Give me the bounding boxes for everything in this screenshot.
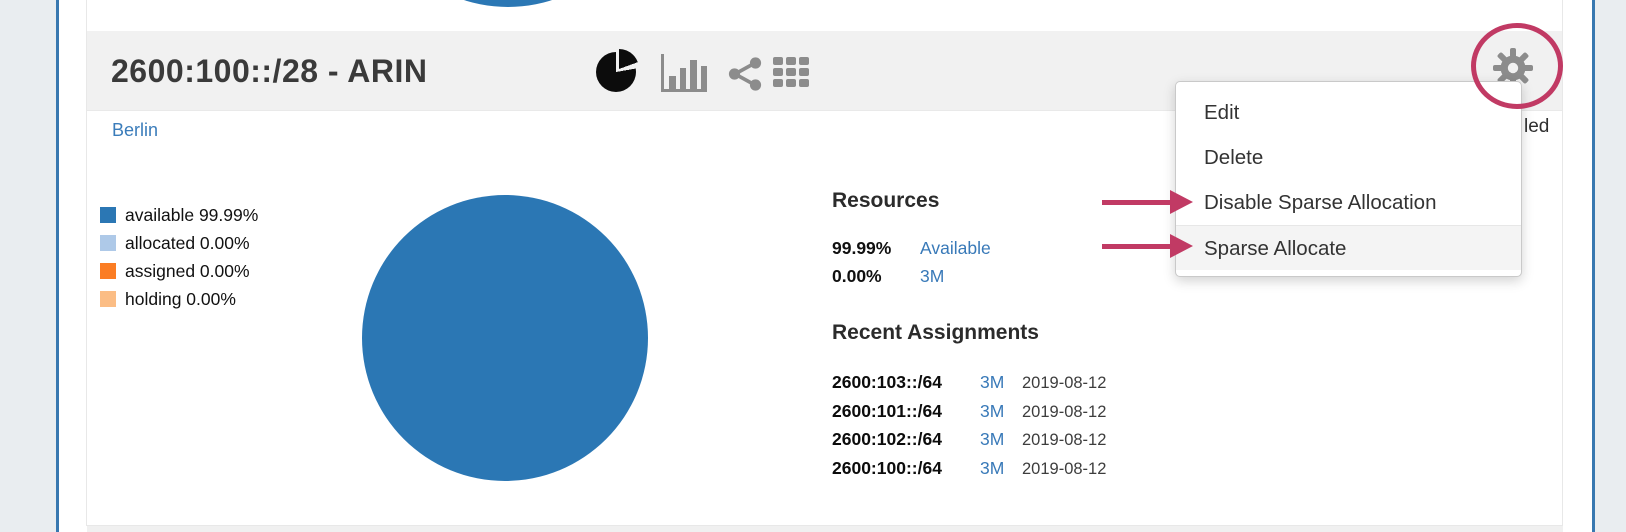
assignment-block: 2600:103::/64 [832,372,942,392]
pie-icon-wedge [599,49,639,89]
pie-legend: available 99.99% allocated 0.00% assigne… [100,201,258,313]
menu-item-delete[interactable]: Delete [1204,146,1264,169]
next-section-edge [87,526,1563,532]
annotation-arrow-disable-sparse [1102,190,1194,214]
menu-item-disable-sparse-allocation[interactable]: Disable Sparse Allocation [1204,191,1437,214]
assignment-row: 2600:101::/64 3M 2019-08-12 [832,401,1106,430]
assignment-row: 2600:100::/64 3M 2019-08-12 [832,458,1106,487]
assignment-date: 2019-08-12 [1022,402,1107,421]
legend-label: holding 0.00% [125,288,236,309]
legend-swatch-holding [100,291,116,307]
assignment-block: 2600:102::/64 [832,429,942,449]
resource-row: 0.00% 3M [832,266,944,287]
legend-swatch-assigned [100,263,116,279]
legend-item: assigned 0.00% [100,257,258,285]
assignment-date: 2019-08-12 [1022,431,1107,449]
bar-chart-view-icon[interactable] [661,54,707,92]
menu-item-edit[interactable]: Edit [1204,101,1240,124]
resource-value: 0.00% [832,266,882,286]
assignment-row: 2600:102::/64 3M 2019-08-12 [832,429,1106,458]
recent-assignments-list: 2600:103::/64 3M 2019-08-12 2600:101::/6… [832,372,1106,486]
resource-link-3m[interactable]: 3M [920,266,945,286]
annotation-circle [1471,23,1563,109]
assignment-date: 2019-08-12 [1022,459,1107,478]
grid-view-icon[interactable] [773,57,813,91]
assignment-tag-link[interactable]: 3M [980,372,1005,392]
recent-assignments-heading: Recent Assignments [832,321,1039,344]
resources-heading: Resources [832,189,940,212]
legend-item: holding 0.00% [100,285,258,313]
share-icon[interactable] [727,56,763,92]
legend-label: available 99.99% [125,204,259,225]
assignment-block: 2600:101::/64 [832,400,942,421]
assignment-block: 2600:100::/64 [832,457,942,478]
clipped-status-text: led [1524,116,1550,137]
location-link[interactable]: Berlin [112,120,159,140]
card-header: 2600:100::/28 - ARIN [87,31,1562,111]
legend-item: available 99.99% [100,201,258,229]
assignment-date: 2019-08-12 [1022,374,1107,392]
menu-item-sparse-allocate[interactable]: Sparse Allocate [1176,225,1521,270]
assignment-tag-link[interactable]: 3M [980,400,1005,421]
pie-chart-view-icon[interactable] [596,49,639,92]
frame-border-left [56,0,59,532]
frame-border-right [1592,0,1595,532]
gear-dropdown-menu: Edit Delete Disable Sparse Allocation Sp… [1175,81,1522,277]
partial-pie-top [365,0,651,7]
legend-swatch-available [100,207,116,223]
block-title: 2600:100::/28 - ARIN [111,53,428,89]
legend-label: allocated 0.00% [125,232,250,253]
legend-swatch-allocated [100,235,116,251]
assignment-row: 2600:103::/64 3M 2019-08-12 [832,372,1106,401]
resource-link-available[interactable]: Available [920,238,991,258]
legend-label: assigned 0.00% [125,260,250,281]
legend-item: allocated 0.00% [100,229,258,257]
utilization-pie-chart [362,195,648,481]
page-background-left [0,0,56,532]
assignment-tag-link[interactable]: 3M [980,429,1005,449]
assignment-tag-link[interactable]: 3M [980,457,1005,478]
annotation-arrow-sparse-allocate [1102,234,1194,258]
resource-value: 99.99% [832,238,892,258]
resource-row: 99.99% Available [832,238,991,259]
page-background-right [1595,0,1626,532]
